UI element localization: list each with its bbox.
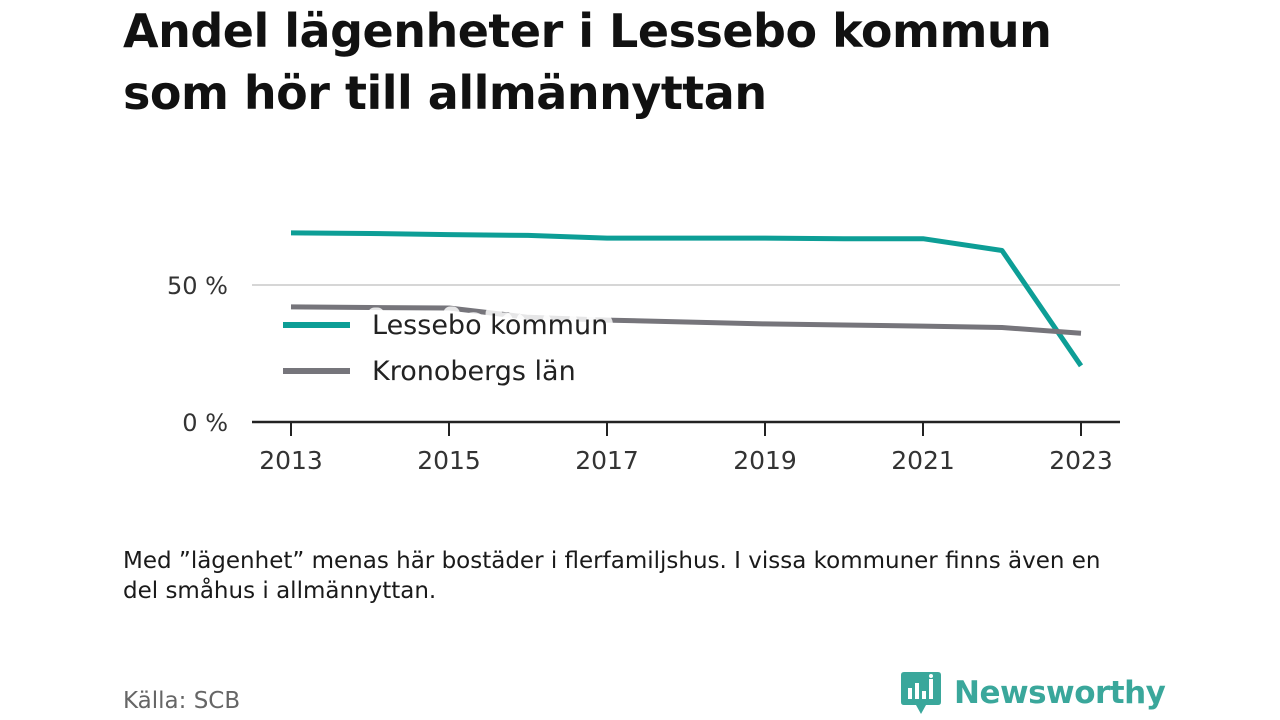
y-tick-label-0: 0 % [182, 409, 228, 437]
source-label: Källa: SCB [123, 688, 241, 714]
x-tick-label-0: 2013 [259, 446, 323, 475]
series-line-1 [290, 304, 1082, 336]
brand: Newsworthy [900, 670, 1166, 716]
x-tick-label-5: 2023 [1049, 446, 1113, 475]
x-tick-label-3: 2019 [733, 446, 797, 475]
chart-title-line-2: som hör till allmännyttan [123, 66, 767, 120]
brand-name: Newsworthy [954, 675, 1166, 711]
newsworthy-logo-icon [901, 672, 941, 714]
legend-label-1: Kronobergs län [372, 356, 576, 387]
chart-note: Med ”lägenhet” menas här bostäder i fler… [123, 548, 1101, 604]
legend-label-0: Lessebo kommun [372, 310, 608, 341]
chart-title: Andel lägenheter i Lessebo kommun som hö… [123, 0, 1203, 124]
chart-title-line-1: Andel lägenheter i Lessebo kommun [123, 4, 1052, 58]
x-tick-label-1: 2015 [417, 446, 481, 475]
series-line-0 [290, 230, 1084, 368]
x-tick-label-2: 2017 [575, 446, 639, 475]
x-tick-label-4: 2021 [891, 446, 955, 475]
y-tick-label-1: 50 % [167, 272, 228, 300]
